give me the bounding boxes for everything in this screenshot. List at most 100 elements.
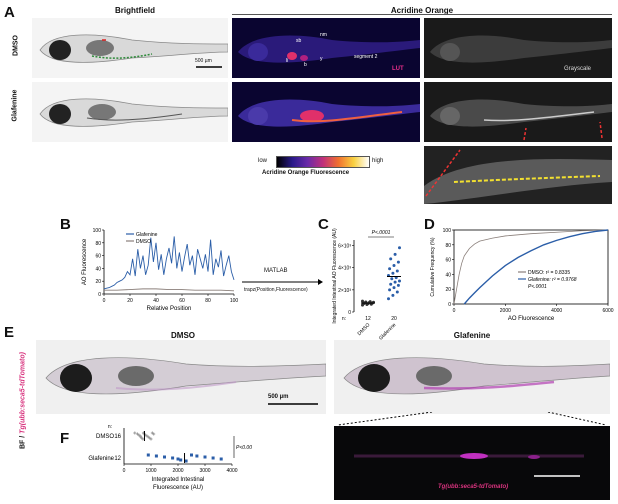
c-point-glafenine bbox=[393, 280, 397, 284]
c-ylabel: Integrated Intestinal AO Fluorescence (A… bbox=[332, 228, 338, 324]
c-y-tick-label: 2×10³ bbox=[338, 288, 351, 294]
colorbar-low-label: low bbox=[258, 158, 268, 164]
f-xlabel-line1: Integrated Intestinal bbox=[152, 477, 205, 483]
row-label-dmso: DMSO bbox=[12, 35, 20, 56]
e-fluorescence-inset: Tg(ubb:seca5-tdTomato) bbox=[334, 426, 610, 500]
c-point-glafenine bbox=[392, 263, 396, 267]
d-legend-entry-1: Glafenine: r² = 0.9768 bbox=[528, 277, 577, 283]
organ-label-sb: sb bbox=[296, 38, 302, 44]
e-inset-label: Tg(ubb:seca5-tdTomato) bbox=[438, 484, 509, 490]
c-point-glafenine bbox=[391, 271, 395, 275]
f-point-glafenine bbox=[211, 456, 215, 460]
d-x-tick-label: 6000 bbox=[602, 308, 613, 314]
b-x-tick-label: 20 bbox=[127, 298, 133, 304]
f-point-glafenine bbox=[146, 453, 150, 457]
c-n-glafenine: 20 bbox=[391, 316, 397, 322]
b-y-tick-label: 60 bbox=[95, 254, 101, 260]
c-point-glafenine bbox=[391, 293, 395, 297]
panel-label-a: A bbox=[4, 4, 15, 21]
c-point-glafenine bbox=[396, 260, 400, 264]
f-point-glafenine bbox=[203, 455, 207, 459]
panel-label-c: C bbox=[318, 216, 329, 233]
d-xlabel: AO Fluorescence bbox=[508, 316, 555, 322]
organ-label-nm: nm bbox=[320, 32, 327, 38]
c-point-glafenine bbox=[387, 297, 390, 301]
ao-lut-glafenine-image bbox=[232, 82, 420, 142]
d-y-tick-label: 100 bbox=[443, 228, 452, 234]
c-y-tick-label: 6×10³ bbox=[338, 244, 351, 250]
f-category-dmso: DMSO bbox=[96, 434, 114, 440]
panel-label-d: D bbox=[424, 216, 435, 233]
f-point-glafenine bbox=[219, 457, 223, 461]
chart-b: 0 20 40 60 80 100 0 20 40 60 80 100 Relative Positio… bbox=[82, 228, 239, 312]
c-point-glafenine bbox=[398, 246, 401, 250]
d-legend-entry-0: DMSO: r² = 0.8335 bbox=[528, 270, 570, 276]
d-y-tick-label: 40 bbox=[445, 272, 451, 278]
grayscale-label: Grayscale bbox=[564, 66, 592, 72]
f-x-tick-label: 1000 bbox=[145, 468, 156, 474]
d-series-dmso-line bbox=[453, 229, 609, 305]
e-title-glafenine: Glafenine bbox=[453, 331, 491, 340]
f-point-glafenine bbox=[195, 454, 199, 458]
colorbar-title: Acridine Orange Fluorescence bbox=[262, 170, 350, 176]
e-ylabel-bf: BF / bbox=[19, 435, 27, 449]
b-xlabel: Relative Position bbox=[147, 306, 192, 312]
b-y-tick-label: 40 bbox=[95, 266, 101, 272]
colorbar bbox=[276, 156, 370, 168]
b-ylabel: AO Fluorescence bbox=[82, 238, 88, 285]
f-point-glafenine bbox=[176, 457, 180, 461]
b-y-tick-label: 80 bbox=[95, 241, 101, 247]
c-y-tick-label: 4×10³ bbox=[338, 266, 351, 272]
arrow-top-label: MATLAB bbox=[264, 268, 288, 274]
e-title-dmso: DMSO bbox=[171, 331, 195, 340]
e-scalebar-label: 500 µm bbox=[268, 394, 289, 400]
e-ylabel-tg: Tg(ubb:seca5-tdTomato) bbox=[19, 352, 27, 434]
b-x-tick-label: 100 bbox=[230, 298, 239, 304]
header-rule bbox=[232, 14, 612, 15]
panel-label-f: F bbox=[60, 430, 70, 447]
c-point-glafenine bbox=[393, 252, 397, 256]
e-zoom-lines bbox=[337, 412, 607, 426]
e-dmso-image: 500 µm bbox=[36, 340, 326, 414]
c-point-glafenine bbox=[389, 257, 393, 261]
grayscale-zoom-image bbox=[424, 146, 612, 204]
arrow-bottom-label: trapz(Position,Fluorescence) bbox=[244, 287, 308, 293]
b-x-tick-label: 40 bbox=[153, 298, 159, 304]
chart-f: 0 1000 2000 3000 4000 Integrated Intestinal Fl… bbox=[88, 424, 252, 491]
c-point-glafenine bbox=[388, 288, 392, 292]
f-point-glafenine bbox=[179, 458, 183, 462]
f-point-glafenine bbox=[171, 456, 175, 460]
c-y-tick-label: 0 bbox=[348, 310, 351, 316]
f-n-prefix: n: bbox=[108, 424, 112, 430]
b-series-glafenine-line bbox=[103, 236, 235, 290]
f-point-dmso bbox=[141, 437, 145, 441]
f-n-dmso: 16 bbox=[114, 434, 121, 440]
d-y-tick-label: 20 bbox=[445, 287, 451, 293]
c-point-glafenine bbox=[388, 267, 392, 271]
c-pvalue: P<.0001 bbox=[372, 230, 391, 236]
b-y-tick-label: 0 bbox=[98, 292, 101, 298]
organ-label-y: y bbox=[320, 56, 323, 62]
arrow-b-to-c bbox=[242, 279, 323, 285]
d-y-tick-label: 60 bbox=[445, 258, 451, 264]
d-plot-frame bbox=[453, 229, 609, 305]
e-ylabel: BF / Tg(ubb:seca5-tdTomato) bbox=[19, 326, 28, 476]
b-legend-glafenine: Glafenine bbox=[136, 232, 158, 238]
c-n-prefix: n: bbox=[342, 316, 346, 322]
c-point-glafenine bbox=[392, 286, 396, 290]
f-x-tick-label: 0 bbox=[123, 468, 126, 474]
header-acridine-orange: Acridine Orange bbox=[390, 6, 454, 15]
f-point-dmso bbox=[133, 431, 137, 435]
f-point-dmso bbox=[149, 437, 153, 441]
f-x-tick-label: 4000 bbox=[226, 468, 237, 474]
f-point-glafenine bbox=[163, 455, 166, 459]
c-point-glafenine bbox=[395, 290, 399, 294]
b-x-tick-label: 80 bbox=[205, 298, 211, 304]
brightfield-glafenine-image bbox=[32, 82, 228, 142]
f-point-dmso bbox=[152, 432, 156, 436]
b-series-dmso-line bbox=[104, 288, 235, 292]
c-point-glafenine bbox=[396, 283, 400, 287]
c-point-glafenine bbox=[395, 269, 399, 273]
b-x-tick-label: 60 bbox=[179, 298, 185, 304]
